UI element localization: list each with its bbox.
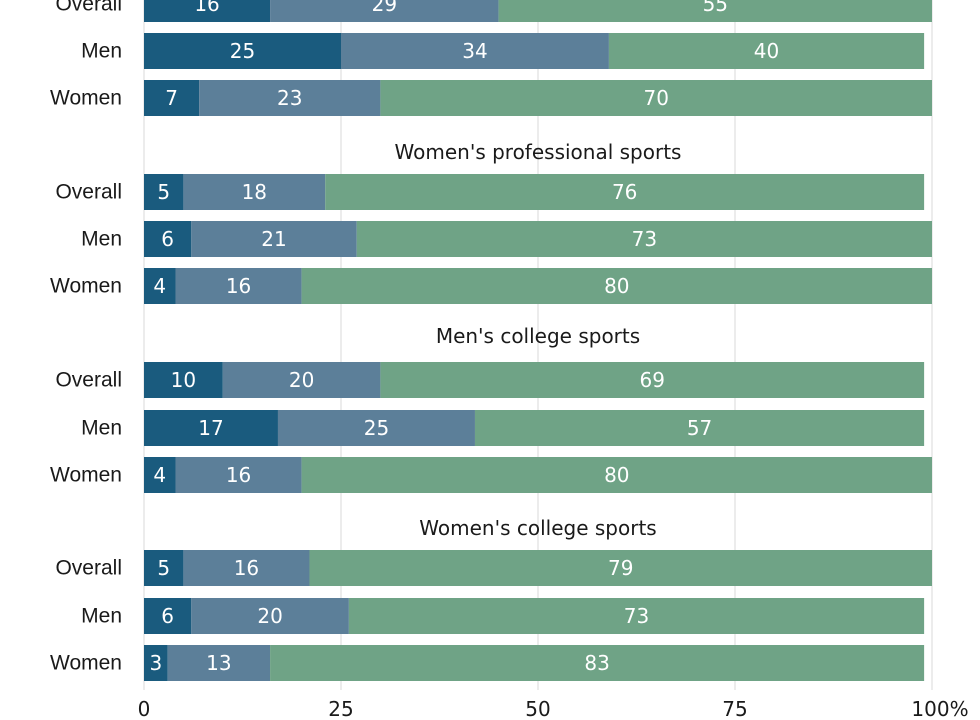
bar-segment bbox=[167, 645, 271, 681]
bar-segment bbox=[144, 457, 176, 493]
category-label: Men bbox=[81, 605, 122, 628]
bar-segment bbox=[144, 645, 168, 681]
category-label: Overall bbox=[55, 557, 122, 580]
data-label: 55 bbox=[703, 0, 728, 16]
x-tick-label: 50 bbox=[525, 697, 550, 720]
bar-segment bbox=[341, 33, 609, 69]
data-label: 10 bbox=[171, 368, 196, 392]
data-label: 23 bbox=[277, 86, 302, 110]
bar-segment bbox=[183, 550, 310, 586]
data-label: 70 bbox=[643, 86, 668, 110]
group-title: Men's college sports bbox=[436, 324, 640, 348]
bar-segment bbox=[301, 268, 933, 304]
bar-segment bbox=[175, 268, 302, 304]
data-label: 4 bbox=[153, 274, 166, 298]
data-label: 20 bbox=[289, 368, 314, 392]
data-label: 16 bbox=[226, 274, 251, 298]
bar-segment bbox=[144, 174, 184, 210]
data-label: 21 bbox=[261, 227, 286, 251]
data-label: 76 bbox=[612, 180, 637, 204]
x-tick-label: 25 bbox=[328, 697, 353, 720]
bar-segment bbox=[277, 410, 475, 446]
category-label: Overall bbox=[55, 181, 122, 204]
bar-segment bbox=[356, 221, 932, 257]
data-label: 40 bbox=[754, 39, 779, 63]
category-label: Overall bbox=[55, 369, 122, 392]
bar-segment bbox=[309, 550, 933, 586]
data-label: 57 bbox=[687, 416, 712, 440]
category-label: Women bbox=[50, 275, 122, 298]
data-label: 73 bbox=[624, 604, 649, 628]
bar-segment bbox=[301, 457, 933, 493]
bar-segment bbox=[144, 33, 341, 69]
bar-segment bbox=[191, 221, 357, 257]
bar-segment bbox=[348, 598, 925, 634]
data-label: 20 bbox=[257, 604, 282, 628]
data-label: 16 bbox=[194, 0, 219, 16]
data-label: 3 bbox=[149, 651, 162, 675]
bar-segment bbox=[270, 0, 499, 22]
data-label: 16 bbox=[234, 556, 259, 580]
bar-segment bbox=[199, 80, 381, 116]
bar-segment bbox=[191, 598, 349, 634]
data-label: 13 bbox=[206, 651, 231, 675]
data-label: 69 bbox=[640, 368, 665, 392]
data-label: 79 bbox=[608, 556, 633, 580]
data-label: 80 bbox=[604, 463, 629, 487]
bar-segment bbox=[270, 645, 925, 681]
bar-segment bbox=[474, 410, 925, 446]
x-tick-label: 100% bbox=[911, 697, 968, 720]
x-tick-label: 0 bbox=[138, 697, 151, 720]
data-label: 4 bbox=[153, 463, 166, 487]
bar-segment bbox=[144, 362, 223, 398]
bar-segment bbox=[380, 362, 925, 398]
bar-segment bbox=[144, 410, 278, 446]
data-label: 5 bbox=[157, 556, 170, 580]
bar-segment bbox=[144, 0, 271, 22]
data-label: 80 bbox=[604, 274, 629, 298]
bar-segment bbox=[175, 457, 302, 493]
category-label: Men bbox=[81, 40, 122, 63]
data-label: 25 bbox=[230, 39, 255, 63]
bar-segment bbox=[144, 80, 200, 116]
category-label: Women bbox=[50, 652, 122, 675]
data-label: 16 bbox=[226, 463, 251, 487]
category-label: Overall bbox=[55, 0, 122, 16]
bar-segment bbox=[608, 33, 925, 69]
bar-segment bbox=[144, 550, 184, 586]
category-label: Women bbox=[50, 464, 122, 487]
category-label: Women bbox=[50, 87, 122, 110]
category-label: Men bbox=[81, 417, 122, 440]
data-label: 6 bbox=[161, 227, 174, 251]
bar-segment bbox=[144, 598, 192, 634]
bar-segment bbox=[498, 0, 932, 22]
group-title: Women's professional sports bbox=[395, 140, 682, 164]
bar-segment bbox=[380, 80, 932, 116]
bar-segment bbox=[144, 221, 192, 257]
bar-segment bbox=[325, 174, 925, 210]
data-label: 6 bbox=[161, 604, 174, 628]
data-label: 25 bbox=[364, 416, 389, 440]
data-label: 73 bbox=[632, 227, 657, 251]
data-label: 18 bbox=[242, 180, 267, 204]
data-label: 29 bbox=[372, 0, 397, 16]
data-label: 17 bbox=[198, 416, 223, 440]
group-title: Women's college sports bbox=[419, 516, 656, 540]
category-label: Men bbox=[81, 228, 122, 251]
data-label: 34 bbox=[462, 39, 487, 63]
data-label: 5 bbox=[157, 180, 170, 204]
x-tick-label: 75 bbox=[722, 697, 747, 720]
bar-segment bbox=[183, 174, 326, 210]
bar-segment bbox=[144, 268, 176, 304]
bar-segment bbox=[222, 362, 381, 398]
data-label: 83 bbox=[584, 651, 609, 675]
data-label: 7 bbox=[165, 86, 178, 110]
